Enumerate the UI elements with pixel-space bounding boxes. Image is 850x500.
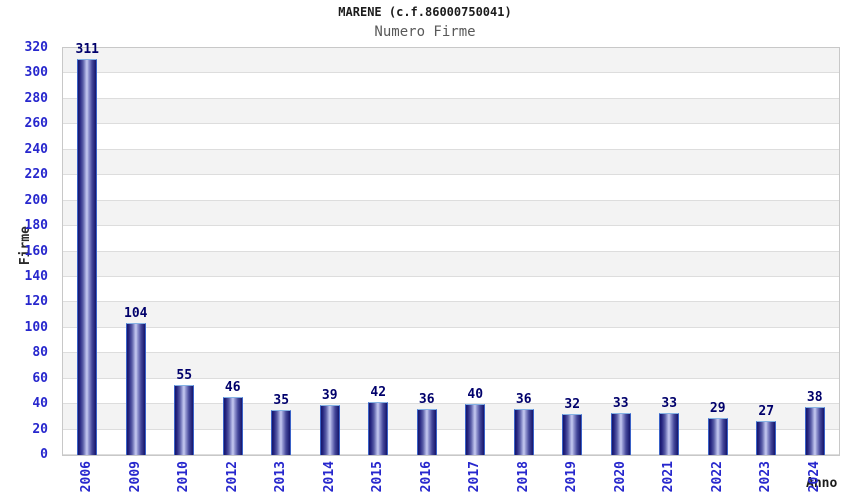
bar-value-label: 36 [418, 392, 435, 408]
y-tick-label: 100 [24, 319, 48, 335]
x-tick-label: 2024 [806, 461, 822, 493]
y-tick-label: 60 [32, 370, 48, 386]
bar [77, 59, 98, 455]
bar [416, 409, 437, 455]
y-tick-label: 80 [32, 345, 48, 361]
bar [804, 406, 825, 455]
x-tick-label: 2017 [467, 461, 483, 493]
bar-value-label: 104 [124, 305, 148, 321]
x-tick-label: 2022 [709, 461, 725, 493]
bar-value-label: 29 [709, 401, 726, 417]
grid-band [63, 98, 839, 125]
bar-value-label: 39 [321, 388, 338, 404]
bar [465, 404, 486, 455]
y-tick-label: 180 [24, 218, 48, 234]
grid-band [63, 149, 839, 176]
x-tick-label: 2010 [176, 461, 192, 493]
bar-value-label: 33 [612, 396, 629, 412]
bar [562, 414, 583, 455]
bar [125, 322, 146, 455]
grid-band [63, 353, 839, 379]
x-axis-title: Anno [806, 476, 838, 491]
y-tick-label: 220 [24, 167, 48, 183]
bar-value-label: 38 [806, 389, 823, 405]
bar [610, 413, 631, 455]
bar-value-label: 27 [758, 403, 775, 419]
bar-value-label: 42 [370, 384, 387, 400]
bar [756, 420, 777, 455]
grid-band [63, 327, 839, 354]
grid-band [63, 302, 839, 328]
grid-band [63, 276, 839, 303]
bar-value-label: 36 [515, 392, 532, 408]
bar-value-label: 311 [75, 42, 99, 58]
chart-subtitle: Numero Firme [374, 24, 476, 40]
grid-band [63, 226, 839, 252]
chart-title: MARENE (c.f.86000750041) [338, 5, 512, 19]
y-tick-label: 160 [24, 243, 48, 259]
grid-band [63, 48, 839, 74]
x-tick-label: 2019 [564, 461, 580, 493]
grid-band [63, 124, 839, 150]
y-tick-label: 200 [24, 192, 48, 208]
x-tick-label: 2013 [273, 461, 289, 493]
grid-band [63, 251, 839, 277]
bar [513, 409, 534, 455]
y-tick-label: 140 [24, 268, 48, 284]
bar-value-label: 55 [176, 368, 193, 384]
bar-value-label: 32 [564, 397, 581, 413]
x-tick-label: 2012 [224, 461, 240, 493]
y-tick-label: 280 [24, 90, 48, 106]
grid-band [63, 73, 839, 99]
grid-band [63, 200, 839, 227]
x-tick-label: 2018 [515, 461, 531, 493]
y-tick-label: 0 [40, 447, 48, 462]
bar-value-label: 46 [224, 379, 241, 395]
bar-value-label: 33 [661, 396, 678, 412]
y-tick-label: 20 [32, 421, 48, 437]
x-tick-label: 2016 [418, 461, 434, 493]
plot-area: 311 104 55 46 35 39 42 36 40 36 32 33 33 29 27 38 [62, 43, 840, 456]
x-tick-label: 2015 [370, 461, 386, 493]
bar-value-label: 35 [273, 393, 290, 409]
bar [222, 396, 243, 455]
x-tick-label: 2009 [127, 461, 143, 493]
y-tick-label: 260 [24, 116, 48, 132]
y-tick-label: 320 [24, 40, 48, 55]
y-tick-label: 240 [24, 141, 48, 157]
x-tick-label: 2020 [612, 461, 628, 493]
y-tick-label: 40 [32, 396, 48, 412]
y-tick-label: 300 [24, 65, 48, 81]
y-tick-label: 120 [24, 294, 48, 310]
bar-value-label: 40 [467, 387, 484, 403]
bar [368, 401, 389, 455]
bar [659, 413, 680, 455]
bar [707, 418, 728, 455]
bar [319, 405, 340, 455]
bar [174, 385, 195, 455]
bar [271, 410, 292, 455]
x-tick-label: 2023 [758, 461, 774, 493]
x-tick-label: 2021 [661, 461, 677, 493]
x-tick-label: 2014 [321, 461, 337, 493]
x-tick-label: 2006 [79, 461, 95, 493]
grid-band [63, 175, 839, 201]
